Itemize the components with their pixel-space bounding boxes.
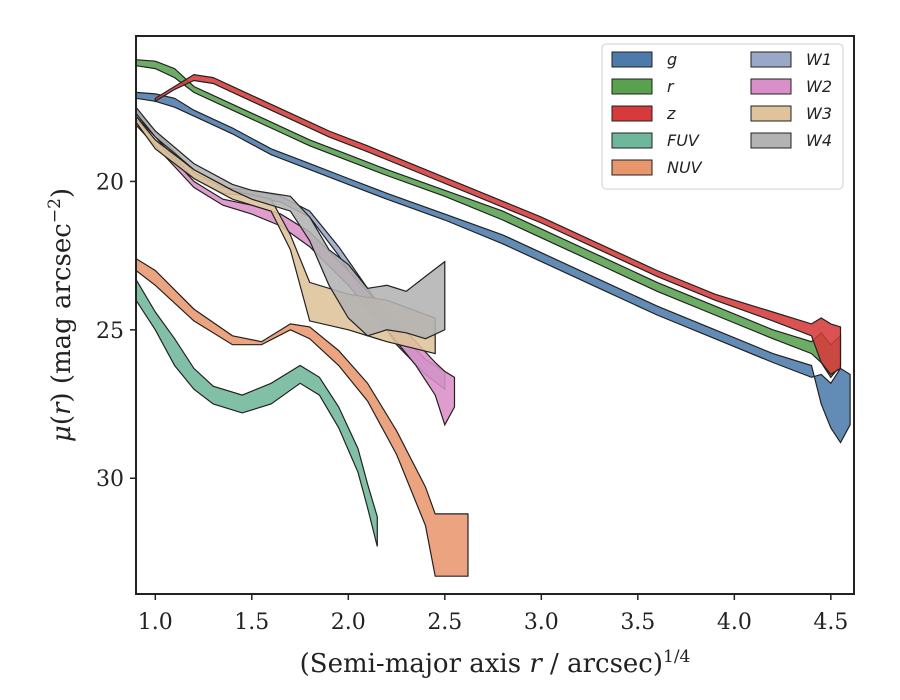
series-bands	[136, 59, 851, 577]
y-tick-label: 30	[96, 467, 124, 492]
legend-label-fuv: FUV	[667, 131, 700, 150]
legend-label-w2: W2	[806, 77, 832, 96]
x-tick-label: 3.5	[620, 610, 655, 635]
x-tick-label: 1.0	[138, 610, 173, 635]
x-tick-label: 1.5	[234, 610, 269, 635]
legend-swatch-w2	[750, 78, 792, 95]
band-nuv	[136, 257, 469, 577]
legend-label-r: r	[667, 77, 675, 96]
band-w4	[136, 106, 446, 340]
legend-label-w1: W1	[806, 50, 832, 69]
legend-swatch-z	[611, 105, 653, 122]
y-tick-label: 25	[96, 319, 124, 344]
legend-label-z: z	[666, 104, 676, 123]
legend-label-w3: W3	[806, 104, 832, 123]
legend-swatch-nuv	[611, 159, 653, 176]
y-tick-label: 20	[96, 170, 124, 195]
legend-swatch-g	[611, 51, 653, 68]
legend-label-nuv: NUV	[667, 158, 703, 177]
plot-frame	[135, 35, 855, 595]
x-tick-label: 4.5	[813, 610, 848, 635]
x-tick-label: 2.5	[427, 610, 462, 635]
legend-label-g: g	[667, 50, 677, 69]
legend-swatch-r	[611, 78, 653, 95]
band-fuv	[136, 278, 378, 547]
y-axis: 20 25 30	[96, 170, 136, 492]
x-tick-label: 2.0	[331, 610, 366, 635]
x-axis: 1.0 1.5 2.0 2.5 3.0 3.5 4.0 4.5	[138, 594, 848, 635]
x-tick-label: 3.0	[524, 610, 559, 635]
legend: grz FUV NUV W1 W2 W3 W4	[601, 43, 844, 190]
legend-label-w4: W4	[806, 131, 832, 150]
legend-swatch-w1	[750, 51, 792, 68]
y-axis-title: μ(r) (mag arcsec−2)	[45, 188, 77, 442]
legend-swatch-fuv	[611, 132, 653, 149]
band-w2	[136, 118, 456, 427]
band-z	[154, 73, 842, 376]
legend-swatch-w4	[750, 132, 792, 149]
x-tick-label: 4.0	[717, 610, 752, 635]
x-axis-title: (Semi-major axis r / arcsec)1/4	[300, 647, 691, 679]
band-g	[136, 91, 851, 444]
legend-swatch-w3	[750, 105, 792, 122]
